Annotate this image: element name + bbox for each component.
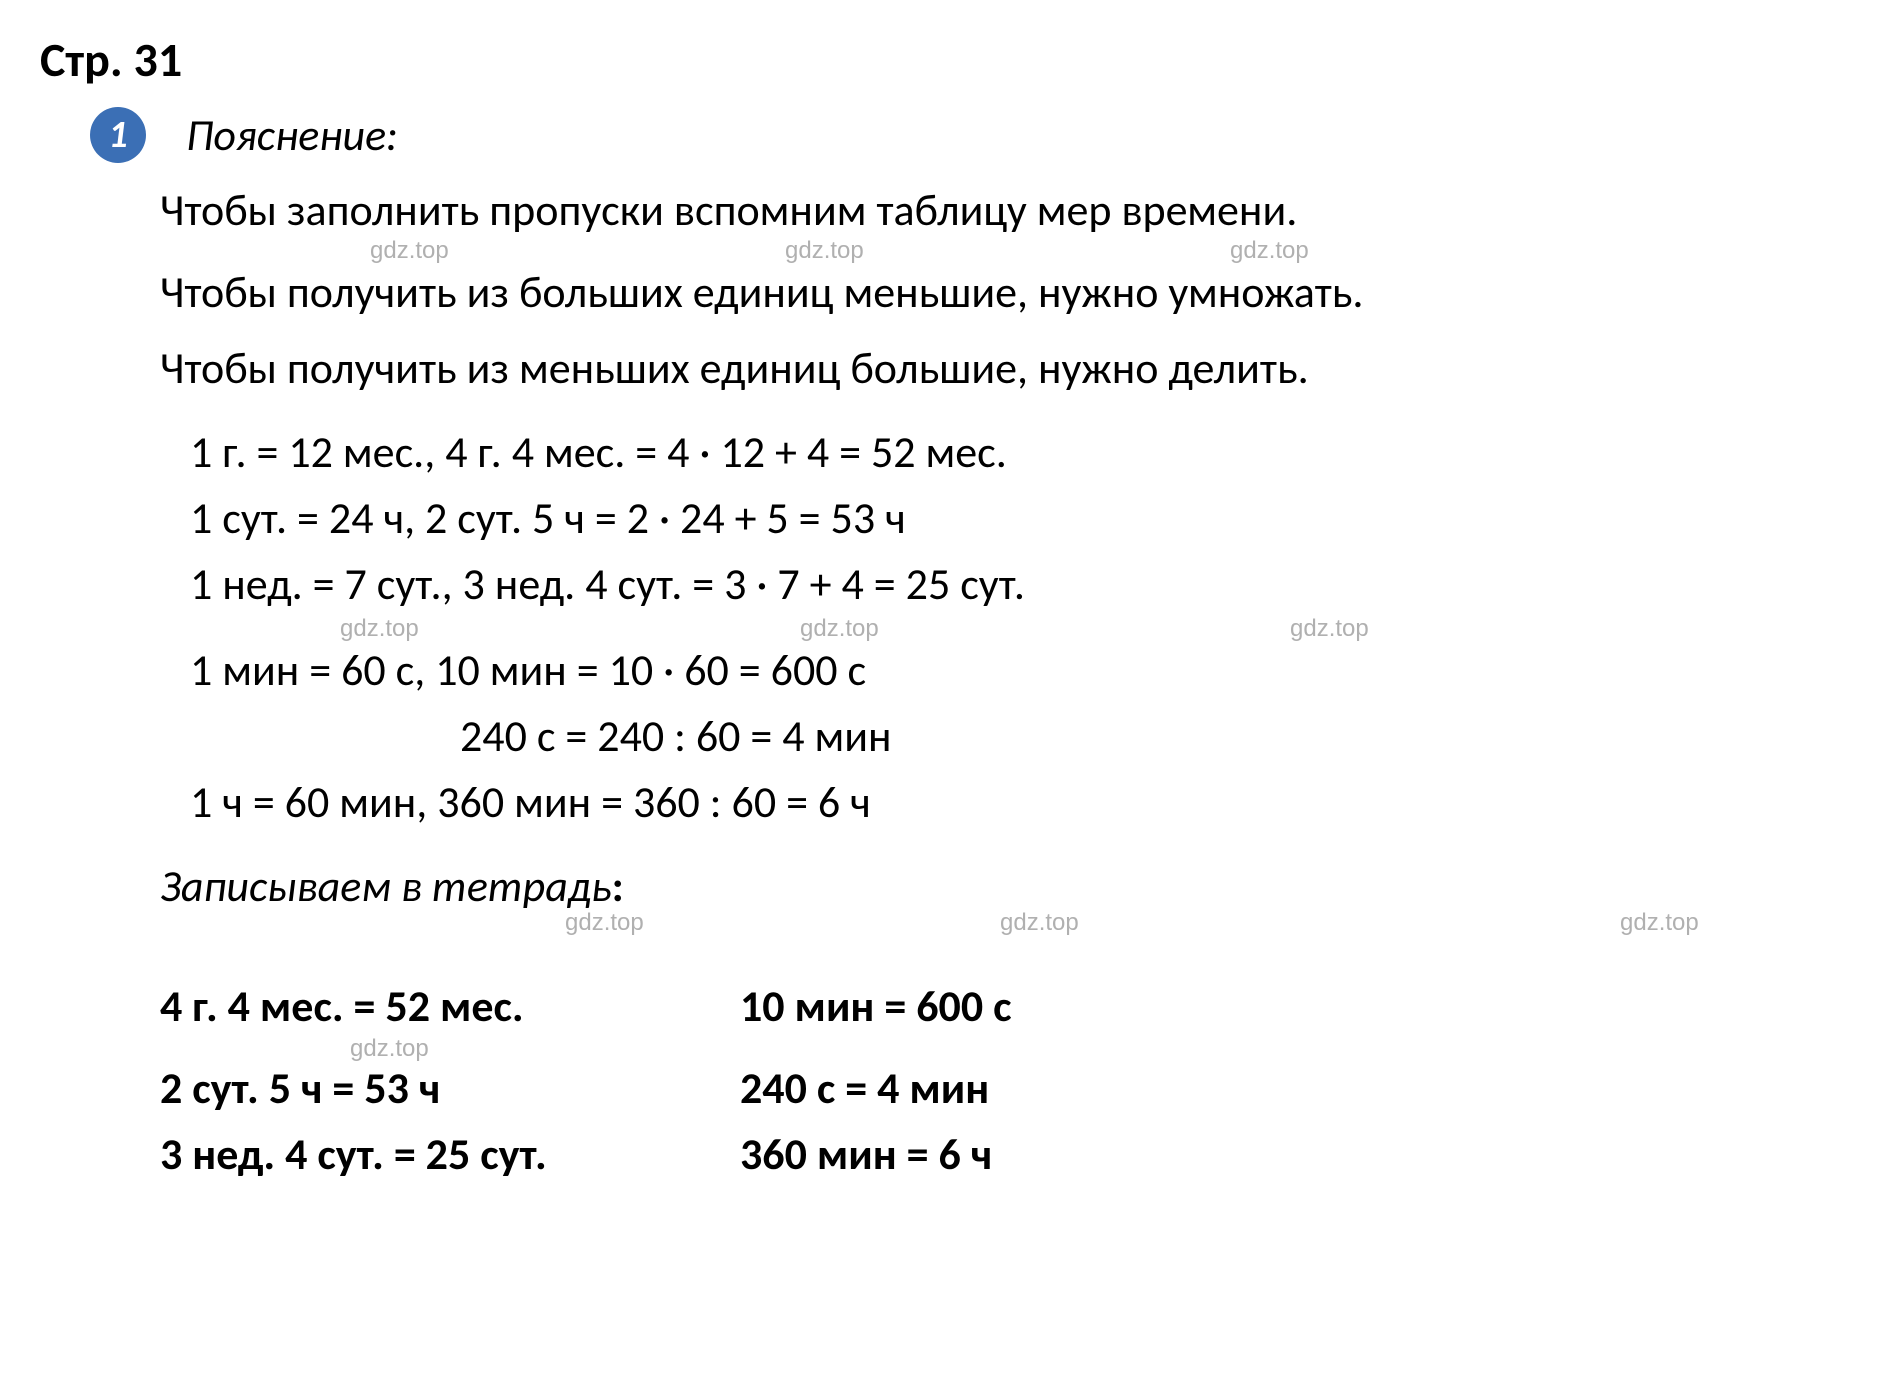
answer-row-2: 2 сут. 5 ч = 53 ч 240 с = 4 мин <box>160 1061 1848 1115</box>
write-in-notebook-label: Записываем в тетрадь: <box>160 859 1848 913</box>
answer-2-left: 2 сут. 5 ч = 53 ч <box>160 1061 740 1115</box>
watermark-row-2: gdz.top gdz.top gdz.top <box>190 615 1848 641</box>
intro-line-2: Чтобы получить из больших единиц меньшие… <box>160 265 1848 319</box>
answer-3-right: 360 мин = 6 ч <box>740 1127 992 1181</box>
watermark-row-4: gdz.top <box>160 1035 1848 1061</box>
content-block: Чтобы заполнить пропуски вспомним таблиц… <box>40 183 1848 1181</box>
calc-line-1: 1 г. = 12 мес., 4 г. 4 мес. = 4 · 12 + 4… <box>190 425 1848 479</box>
answer-row-3: 3 нед. 4 сут. = 25 сут. 360 мин = 6 ч <box>160 1127 1848 1181</box>
calc-line-2: 1 сут. = 24 ч, 2 сут. 5 ч = 2 · 24 + 5 =… <box>190 491 1848 545</box>
watermark: gdz.top <box>1290 615 1369 643</box>
problem-number-badge: 1 <box>90 107 146 163</box>
calc-line-5: 240 с = 240 : 60 = 4 мин <box>190 709 1848 763</box>
calculation-block: 1 г. = 12 мес., 4 г. 4 мес. = 4 · 12 + 4… <box>160 425 1848 829</box>
write-label-text: Записываем в тетрадь <box>160 859 612 913</box>
header-row: 1 Пояснение: <box>40 107 1848 163</box>
answer-row-1: 4 г. 4 мес. = 52 мес. 10 мин = 600 с <box>160 979 1848 1033</box>
intro-line-3: Чтобы получить из меньших единиц большие… <box>160 341 1848 395</box>
watermark-row-3: gdz.top gdz.top gdz.top <box>160 909 1848 939</box>
watermark: gdz.top <box>785 237 864 265</box>
watermark: gdz.top <box>350 1035 429 1063</box>
watermark: gdz.top <box>1620 909 1699 937</box>
answer-block: 4 г. 4 мес. = 52 мес. 10 мин = 600 с gdz… <box>160 979 1848 1181</box>
watermark: gdz.top <box>800 615 879 643</box>
page-title: Стр. 31 <box>40 30 1848 89</box>
watermark: gdz.top <box>340 615 419 643</box>
watermark: gdz.top <box>1230 237 1309 265</box>
write-label-colon: : <box>612 859 624 913</box>
watermark-row-1: gdz.top gdz.top gdz.top <box>160 237 1848 263</box>
answer-1-left: 4 г. 4 мес. = 52 мес. <box>160 979 740 1033</box>
answer-2-right: 240 с = 4 мин <box>740 1061 989 1115</box>
calc-line-3: 1 нед. = 7 сут., 3 нед. 4 сут. = 3 · 7 +… <box>190 557 1848 611</box>
calc-line-4: 1 мин = 60 с, 10 мин = 10 · 60 = 600 с <box>190 643 1848 697</box>
intro-line-1: Чтобы заполнить пропуски вспомним таблиц… <box>160 183 1848 237</box>
calc-line-6: 1 ч = 60 мин, 360 мин = 360 : 60 = 6 ч <box>190 775 1848 829</box>
explanation-label: Пояснение: <box>186 108 398 162</box>
watermark: gdz.top <box>1000 909 1079 937</box>
answer-1-right: 10 мин = 600 с <box>740 979 1012 1033</box>
answer-3-left: 3 нед. 4 сут. = 25 сут. <box>160 1127 740 1181</box>
watermark: gdz.top <box>565 909 644 937</box>
watermark: gdz.top <box>370 237 449 265</box>
